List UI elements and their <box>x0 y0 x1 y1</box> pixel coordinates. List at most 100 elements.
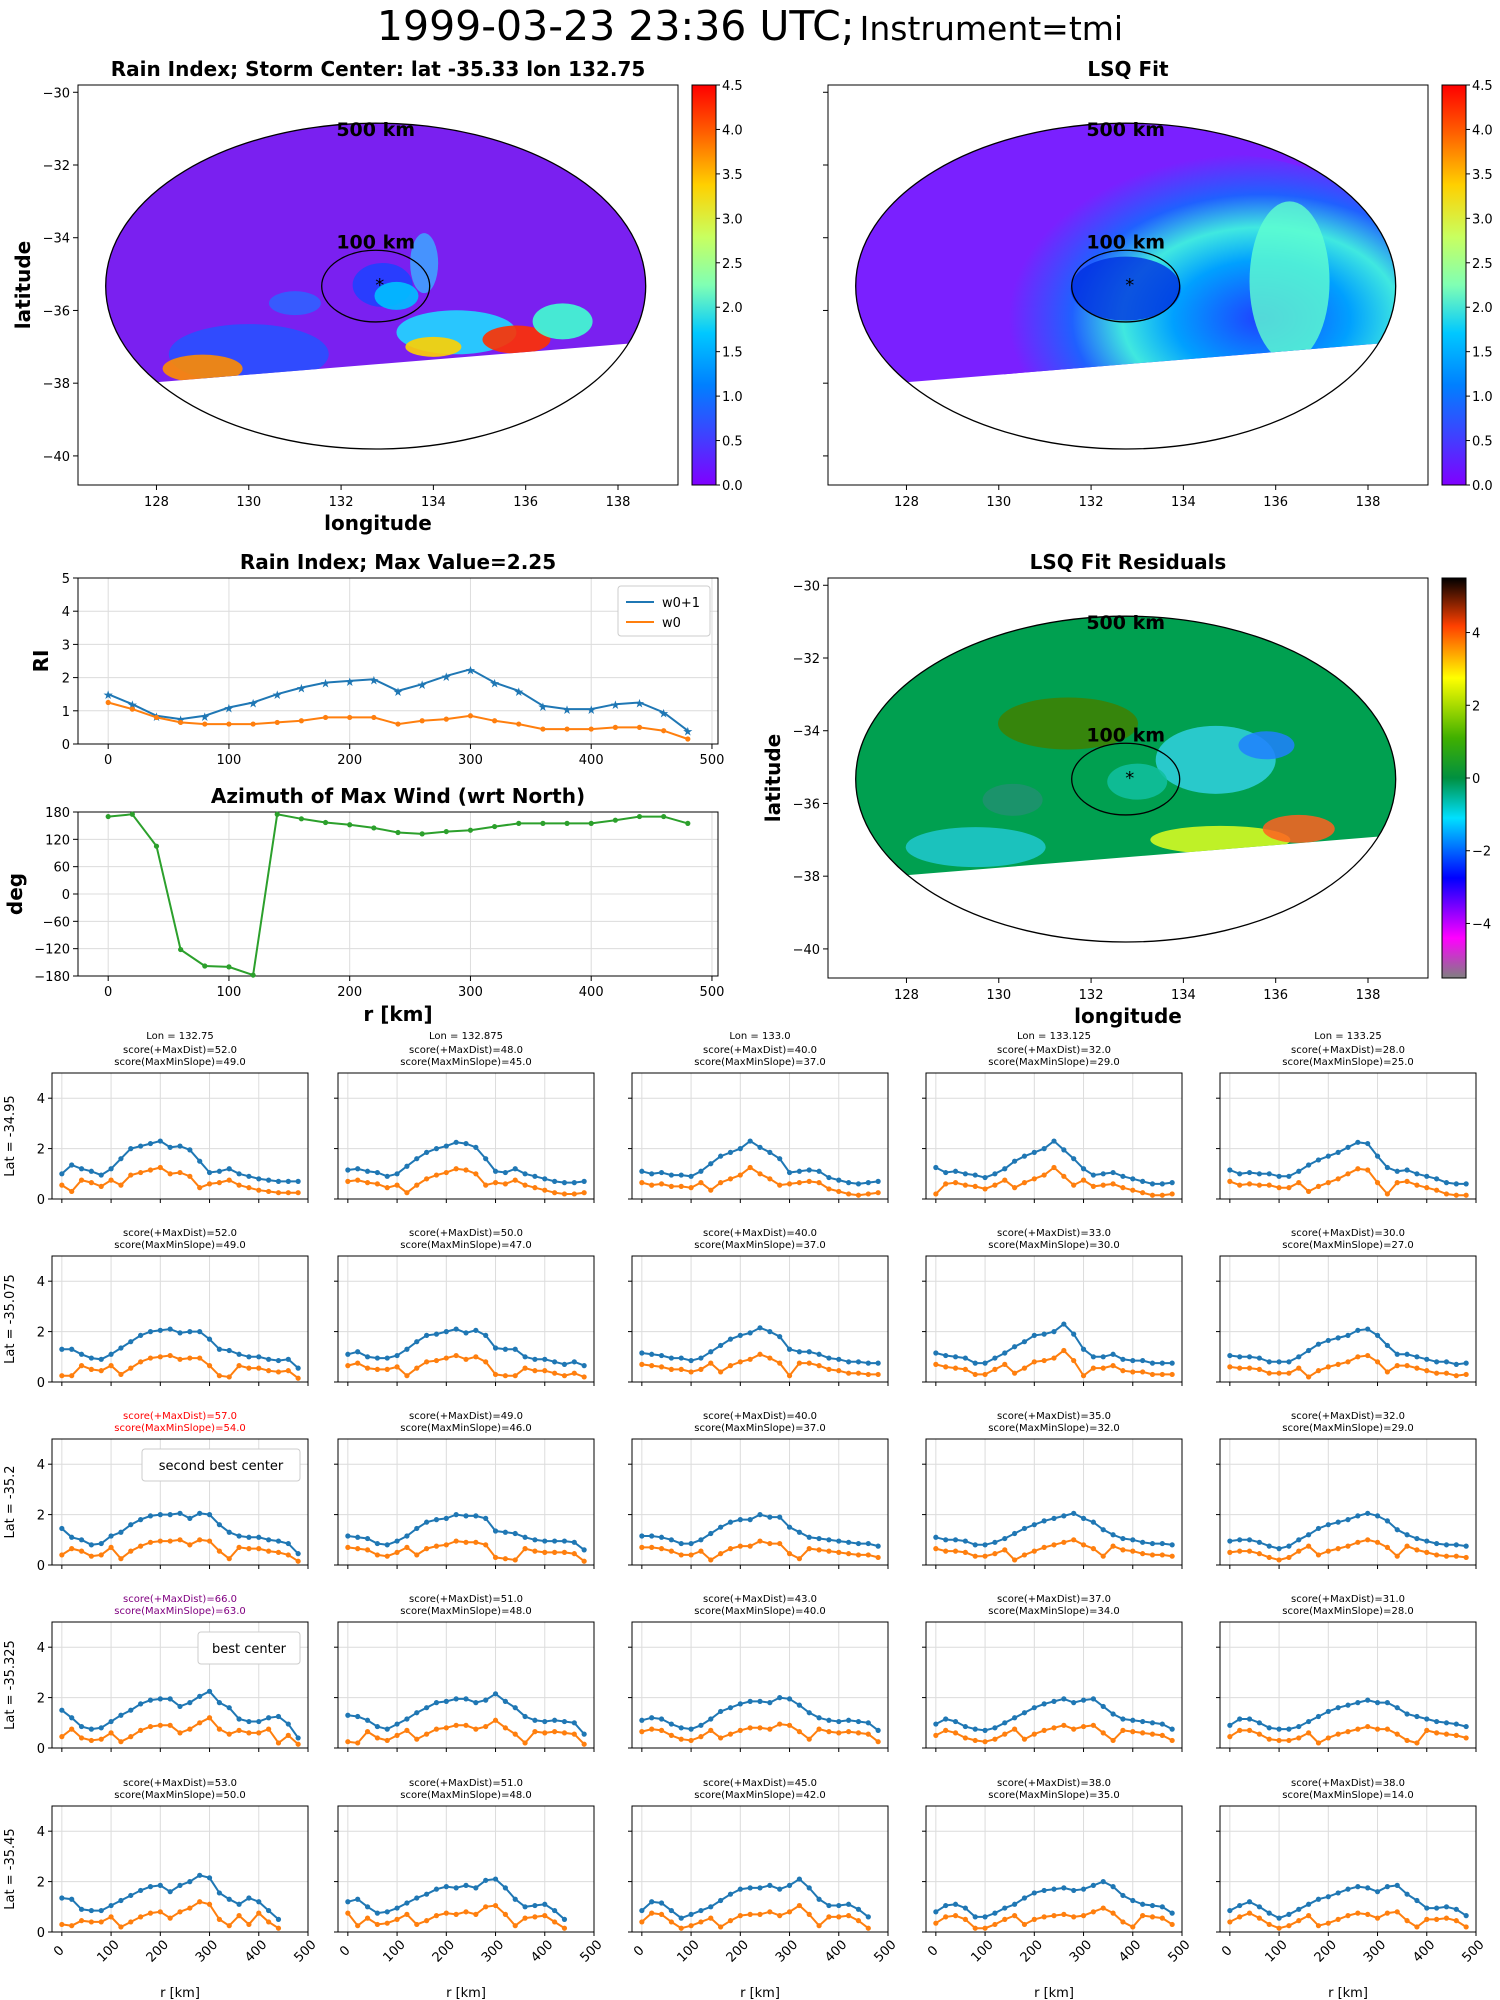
profile-w0plus1-point <box>1071 1510 1077 1516</box>
profile-w0plus1-point <box>167 1144 173 1150</box>
y-tick-label: −34 <box>43 232 70 247</box>
profile-w0plus1-point <box>658 1716 665 1722</box>
profile-w0plus1-point <box>345 1899 351 1905</box>
residual-cell-2 <box>1238 731 1295 760</box>
profile-w0-point <box>708 1915 714 1921</box>
colorbar-tick-label: 0 <box>1472 772 1480 787</box>
profile-w0plus1-point <box>649 1899 655 1905</box>
profile-w0-point <box>1090 1909 1096 1915</box>
profile-w0plus1-point <box>698 1537 704 1543</box>
profile-w0plus1-point <box>992 1171 998 1177</box>
profile-w0-point <box>992 1182 998 1188</box>
profile-w0-point <box>512 1731 518 1737</box>
score-maxdist: score(+MaxDist)=45.0 <box>703 1778 817 1789</box>
profile-w0plus1-point <box>796 1168 802 1174</box>
profile-w0plus1-point <box>1256 1171 1262 1177</box>
profile-w0-point <box>1041 1914 1047 1920</box>
profile-w0-point <box>463 1909 469 1915</box>
profile-w0plus1-point <box>1080 1886 1087 1892</box>
candidate-panel-r0-c3: Lon = 133.125score(+MaxDist)=32.0score(M… <box>922 1031 1183 1203</box>
x-tick-label: 200 <box>144 1937 172 1965</box>
profile-w0plus1-point <box>433 1146 440 1152</box>
series-w0-point <box>685 736 691 742</box>
profile-w0-point <box>98 1368 104 1374</box>
profile-w0plus1-point <box>1110 1711 1116 1717</box>
profile-w0-point <box>1374 1359 1381 1365</box>
profile-w0plus1-point <box>826 1537 832 1543</box>
panel-frame <box>925 1438 1183 1566</box>
azimuth-series-point <box>226 964 232 970</box>
score-maxdist: score(+MaxDist)=28.0 <box>1291 1045 1405 1056</box>
x-tick-label: 138 <box>606 495 631 510</box>
profile-w0-point <box>118 1924 124 1930</box>
profile-w0-point <box>855 1192 862 1198</box>
profile-w0plus1-point <box>246 1534 252 1540</box>
profile-w0plus1-point <box>816 1535 822 1542</box>
profile-w0-point <box>404 1373 410 1379</box>
profile-w0-point <box>943 1727 949 1733</box>
profile-w0plus1-point <box>226 1529 232 1535</box>
profile-w0-point <box>678 1183 684 1189</box>
profile-w0-point <box>443 1542 449 1548</box>
score-maxminslope: score(MaxMinSlope)=35.0 <box>988 1790 1119 1801</box>
profile-w0plus1-point <box>571 1720 577 1726</box>
profile-w0plus1-point <box>1140 1539 1146 1545</box>
profile-w0plus1-point <box>59 1895 65 1901</box>
profile-w0plus1-point <box>433 1517 440 1523</box>
residual-cell-7 <box>982 783 1043 816</box>
profile-w0-point <box>1130 1548 1136 1554</box>
profile-w0-point <box>1276 1185 1282 1191</box>
storm-center-marker: * <box>375 275 384 296</box>
profile-w0-point <box>59 1552 65 1558</box>
profile-w0-point <box>1335 1361 1341 1367</box>
profile-w0-point <box>698 1734 704 1740</box>
profile-w0-point <box>1286 1370 1292 1376</box>
profile-w0-point <box>865 1731 871 1737</box>
profile-w0plus1-point <box>226 1347 232 1354</box>
profile-w0-point <box>952 1548 959 1554</box>
profile-w0-point <box>1315 1552 1322 1558</box>
y-tick-label: −38 <box>43 377 70 392</box>
panel-frame <box>337 1805 595 1933</box>
profile-w0plus1-point <box>1041 1518 1047 1524</box>
profile-w0plus1-point <box>374 1355 380 1361</box>
panel-frame <box>337 1255 595 1383</box>
x-tick-label: 500 <box>291 1937 319 1965</box>
profile-w0plus1-point <box>992 1539 998 1545</box>
profile-w0plus1-point <box>246 1354 252 1360</box>
colorbar-tick-label: 0.0 <box>1472 479 1493 494</box>
x-tick-label: 128 <box>894 988 919 1003</box>
profile-w0plus1-point <box>206 1336 213 1342</box>
profile-w0-point <box>473 1354 479 1360</box>
profile-w0plus1-point <box>394 1171 400 1177</box>
profile-w0plus1-point <box>1159 1360 1165 1366</box>
profile-w0plus1-point <box>826 1355 832 1361</box>
profile-w0-point <box>1266 1370 1272 1376</box>
profile-w0-point <box>777 1182 783 1188</box>
profile-w0plus1-point <box>1345 1517 1351 1523</box>
profile-w0plus1-point <box>767 1700 773 1706</box>
profile-w0-point <box>718 1735 724 1741</box>
profile-w0-point <box>512 1557 518 1563</box>
profile-w0plus1-point <box>246 1718 252 1725</box>
profile-w0plus1-point <box>128 1146 134 1152</box>
profile-w0-point <box>1149 1192 1156 1198</box>
profile-w0-point <box>1315 1740 1322 1746</box>
profile-w0plus1-point <box>1051 1329 1057 1335</box>
profile-w0-point <box>933 1546 939 1552</box>
profile-w0plus1-point <box>649 1533 655 1539</box>
profile-w0plus1-point <box>384 1355 390 1361</box>
score-maxdist: score(+MaxDist)=40.0 <box>703 1228 817 1239</box>
profile-w0-point <box>982 1186 988 1192</box>
profile-w0plus1-point <box>846 1717 852 1723</box>
profile-w0-point <box>1002 1177 1008 1183</box>
profile-w0-point <box>246 1185 252 1191</box>
score-maxminslope: score(MaxMinSlope)=37.0 <box>694 1057 825 1068</box>
profile-w0plus1-point <box>414 1710 420 1716</box>
profile-w0plus1-point <box>374 1540 380 1547</box>
suptitle-time: 1999-03-23 23:36 UTC; <box>376 2 855 50</box>
profile-w0-point <box>1100 1553 1106 1559</box>
series-w0plus1-point: ★ <box>368 673 379 687</box>
profile-w0-point <box>796 1556 802 1562</box>
candidate-panel-r4-c1: 0 100 200 300 400 500score(+MaxDist)=51.0scor… <box>334 1778 606 2000</box>
